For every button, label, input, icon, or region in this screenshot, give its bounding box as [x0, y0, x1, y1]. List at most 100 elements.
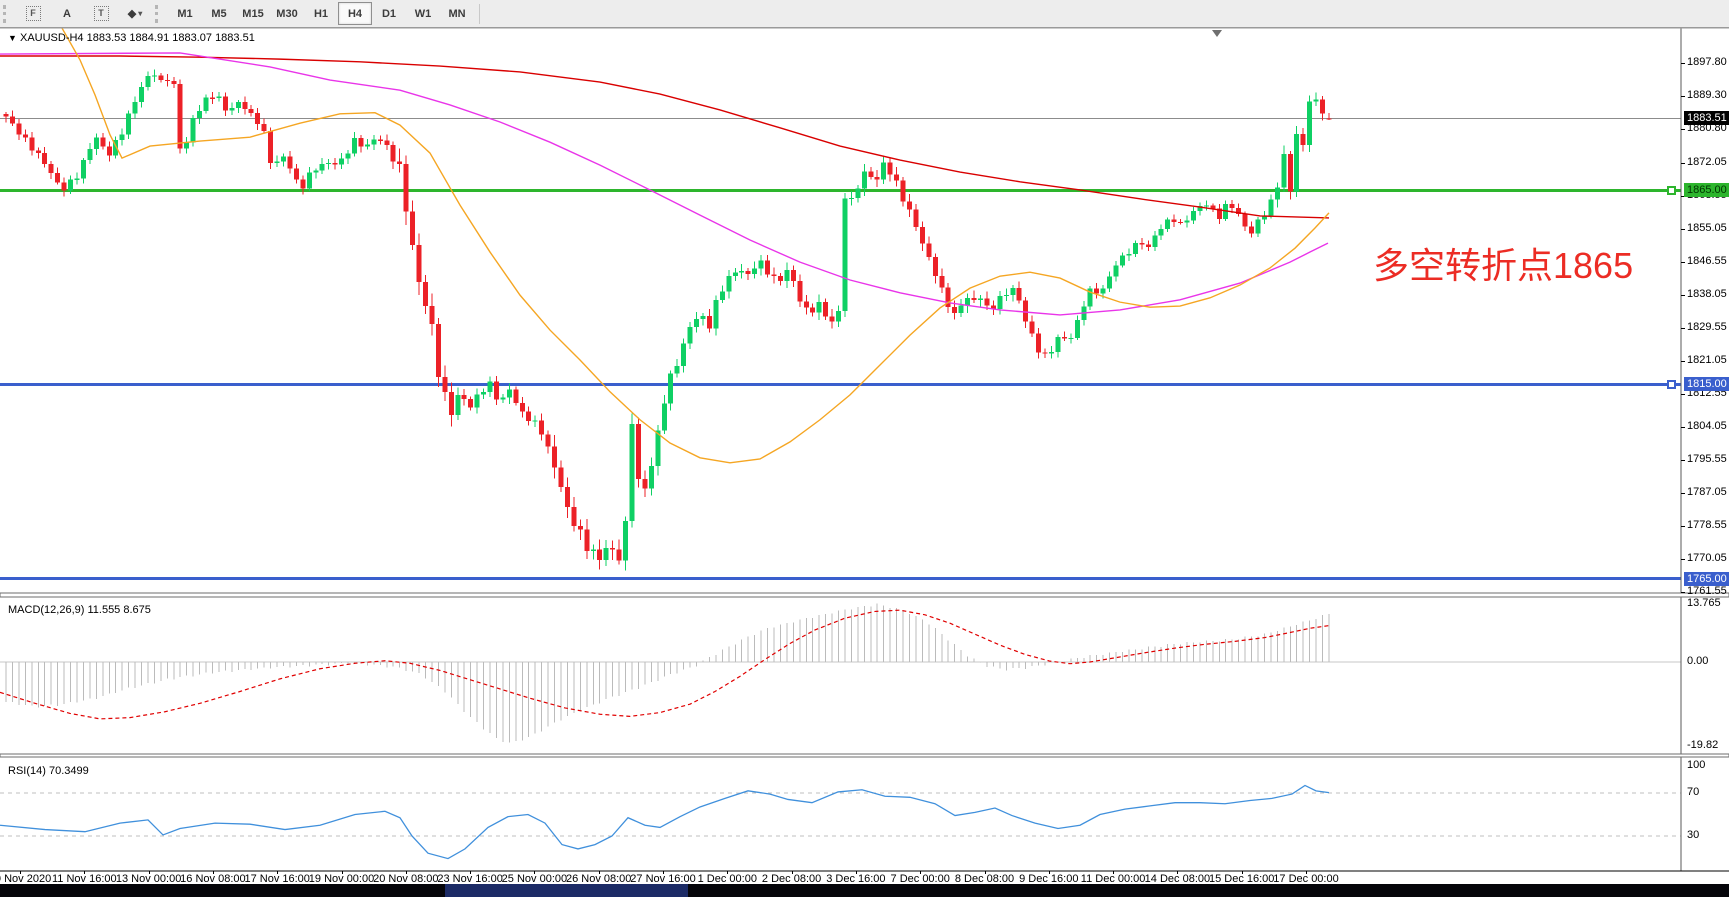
price-tick-label: 1778.55 [1687, 518, 1727, 531]
timeframe-button-h1[interactable]: H1 [313, 7, 329, 20]
date-label: 2 Dec 08:00 [761, 873, 822, 885]
price-tick-mark [1681, 591, 1685, 593]
price-tick-mark [1681, 261, 1685, 263]
date-label: 17 Nov 16:00 [244, 873, 310, 885]
timeframe-button-h4[interactable]: H4 [338, 2, 372, 25]
date-tick-mark [405, 871, 407, 874]
chart-region: ▼ XAUUSD-H4 1883.53 1884.91 1883.07 1883… [0, 28, 1729, 885]
price-tick-mark [1681, 63, 1685, 64]
chevron-down-icon: ▾ [138, 9, 143, 18]
date-tick-mark [855, 871, 857, 874]
chart-grid-tool-button[interactable]: F [16, 2, 50, 25]
price-tick-mark [1681, 228, 1685, 230]
timeframe-button-m5[interactable]: M5 [211, 7, 227, 20]
date-tick-mark [727, 871, 729, 874]
price-tick-mark [1681, 294, 1685, 296]
rsi-pane-graphics [0, 784, 1681, 860]
date-label: 25 Nov 00:00 [501, 873, 568, 885]
price-tick-label: 1889.30 [1687, 88, 1727, 101]
timeframe-button-d1[interactable]: D1 [381, 7, 397, 20]
horizontal-level-lines[interactable] [0, 117, 1681, 581]
toolbar: F A T ◆ ▾ M1 M5 M15 M30 H1 H4 D1 W1 MN [0, 0, 1729, 28]
price-badge-1765.00: 1765.00 [1684, 571, 1729, 586]
date-tick-mark [1241, 871, 1243, 874]
price-badge-1865.00: 1865.00 [1684, 183, 1729, 198]
font-tool-button[interactable]: A [50, 2, 84, 25]
timeframe-button-m15[interactable]: M15 [242, 7, 264, 20]
candles-series [3, 69, 1332, 571]
date-label: 8 Dec 08:00 [954, 873, 1015, 885]
date-label: 10 Nov 2020 [0, 873, 52, 885]
symbol-dropdown-icon[interactable]: ▼ [8, 33, 17, 43]
date-tick-mark [212, 871, 214, 874]
price-tick-mark [1681, 459, 1685, 461]
date-tick-mark [1306, 871, 1307, 874]
date-label: 13 Nov 00:00 [115, 873, 182, 885]
price-tick-label: 1804.05 [1687, 419, 1727, 432]
macd-pane-graphics [0, 603, 1681, 743]
moving-averages [0, 28, 1330, 464]
date-tick-mark [1113, 871, 1115, 874]
date-tick-mark [791, 871, 793, 874]
date-label: 14 Dec 08:00 [1144, 873, 1211, 885]
date-label: 19 Nov 00:00 [308, 873, 375, 885]
price-tick-label: 1787.05 [1687, 485, 1727, 498]
rsi-tick-label: 70 [1687, 786, 1700, 798]
date-tick-mark [470, 871, 472, 874]
date-tick-mark [1177, 871, 1179, 874]
date-label: 20 Nov 08:00 [373, 873, 439, 885]
date-tick-mark [984, 871, 986, 874]
price-tick-mark [1681, 360, 1685, 362]
price-tick-mark [1681, 393, 1685, 395]
chart-title-text: XAUUSD-H4 1883.53 1884.91 1883.07 1883.5… [19, 32, 255, 44]
price-tick-mark [1681, 525, 1685, 527]
date-label: 11 Dec 00:00 [1080, 873, 1146, 885]
date-label: 7 Dec 00:00 [890, 873, 950, 885]
strip-segment [445, 884, 688, 897]
macd-label: MACD(12,26,9) 11.555 8.675 [8, 604, 151, 616]
date-label: 9 Dec 16:00 [1019, 873, 1079, 885]
chart-title: ▼ XAUUSD-H4 1883.53 1884.91 1883.07 1883… [8, 32, 255, 44]
date-label: 16 Nov 08:00 [180, 873, 246, 885]
toolbar-drag-handle[interactable] [3, 4, 11, 23]
chart-shift-marker[interactable] [1212, 30, 1222, 37]
price-tick-mark [1681, 492, 1685, 494]
date-label: 3 Dec 16:00 [826, 873, 886, 885]
price-tick-label: 1829.55 [1687, 320, 1727, 333]
price-tick-mark [1681, 128, 1685, 130]
date-label: 11 Nov 16:00 [51, 873, 117, 885]
date-tick-mark [277, 871, 279, 874]
timeframe-button-m1[interactable]: M1 [177, 7, 193, 20]
price-tick-mark [1681, 162, 1685, 164]
price-badge-1815.00: 1815.00 [1684, 377, 1729, 392]
grid-icon: F [25, 6, 41, 21]
price-tick-label: 1846.55 [1687, 254, 1727, 267]
price-tick-label: 1897.80 [1687, 56, 1727, 68]
price-badge-1883.51: 1883.51 [1684, 111, 1729, 126]
price-tick-mark [1681, 95, 1685, 97]
pane-frames [0, 28, 1729, 872]
toolbar-drag-handle-2[interactable] [155, 4, 163, 23]
text-tool-button[interactable]: T [84, 2, 118, 25]
price-tick-label: 1761.55 [1687, 584, 1727, 597]
strip-segment [688, 884, 1729, 897]
date-label: 1 Dec 00:00 [697, 873, 757, 885]
macd-tick-label: 0.00 [1687, 655, 1709, 667]
rsi-label: RSI(14) 70.3499 [8, 765, 89, 777]
date-label: 17 Dec 00:00 [1273, 873, 1339, 885]
price-tick-label: 1821.05 [1687, 353, 1727, 366]
date-tick-mark [341, 871, 343, 874]
timeframe-button-mn[interactable]: MN [448, 7, 466, 20]
bottom-window-strip [0, 884, 1729, 897]
timeframe-button-w1[interactable]: W1 [414, 7, 432, 20]
annotation-text[interactable]: 多空转折点1865 [1373, 245, 1634, 286]
date-tick-mark [148, 871, 150, 874]
price-tick-label: 1770.05 [1687, 551, 1727, 564]
date-tick-mark [1048, 871, 1050, 874]
price-chart-canvas[interactable] [0, 28, 1729, 884]
macd-tick-label: 13.765 [1687, 596, 1721, 609]
date-label: 27 Nov 16:00 [630, 873, 696, 885]
timeframe-button-m30[interactable]: M30 [276, 7, 298, 20]
arrows-tool-button[interactable]: ◆ ▾ [118, 2, 152, 25]
